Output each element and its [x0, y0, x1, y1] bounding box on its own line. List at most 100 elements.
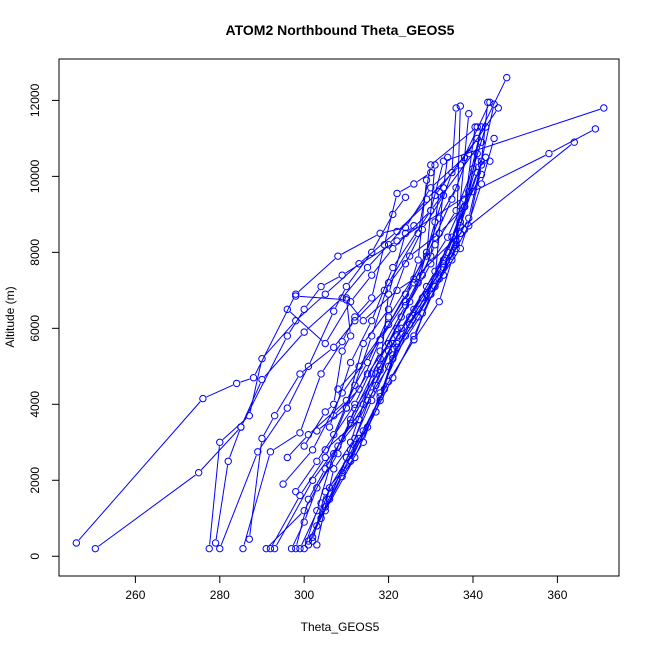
- data-point: [355, 260, 363, 268]
- data-point: [393, 189, 401, 198]
- data-point: [346, 298, 355, 306]
- data-point: [313, 457, 321, 465]
- series-segment: [415, 282, 439, 333]
- data-point: [338, 347, 346, 355]
- y-tick-label: 8000: [28, 239, 42, 266]
- series-segment: [464, 130, 476, 203]
- series-segment: [340, 368, 357, 387]
- data-point: [448, 168, 456, 177]
- data-point: [384, 279, 393, 287]
- series-segment: [271, 498, 299, 546]
- series-segment: [460, 157, 477, 219]
- data-point: [296, 370, 304, 378]
- x-tick-label: 340: [463, 588, 483, 602]
- series-segment: [406, 259, 430, 303]
- data-point: [570, 138, 578, 146]
- data-point: [292, 487, 300, 496]
- data-point: [401, 290, 410, 298]
- series-segment: [289, 437, 307, 455]
- data-point: [384, 320, 393, 329]
- data-point: [321, 446, 329, 454]
- data-point: [304, 537, 313, 545]
- series-segment: [424, 198, 442, 227]
- data-point: [300, 544, 308, 553]
- series-segment: [347, 365, 366, 398]
- series-segment: [360, 327, 387, 364]
- data-point: [486, 98, 494, 107]
- data-point: [418, 309, 427, 317]
- data-point: [258, 355, 266, 363]
- plot-frame: [58, 58, 620, 577]
- series-segment: [365, 312, 387, 341]
- y-tick-label: 10000: [28, 159, 42, 193]
- series-segment: [394, 316, 421, 356]
- series-segment: [309, 314, 333, 363]
- series-segment: [408, 228, 412, 232]
- y-tick-label: 4000: [28, 391, 42, 418]
- data-point: [427, 252, 435, 260]
- data-point: [389, 339, 397, 348]
- x-tick-label: 260: [125, 588, 145, 602]
- series-segment: [372, 354, 388, 390]
- series-segment: [381, 304, 404, 337]
- data-point: [211, 539, 220, 547]
- data-point: [401, 301, 410, 310]
- data-point: [317, 514, 325, 522]
- data-point: [363, 263, 372, 272]
- data-point: [410, 180, 418, 188]
- data-point: [490, 134, 498, 143]
- x-axis: 260 280 300 320 340 360: [125, 575, 568, 602]
- series-segment: [418, 184, 427, 257]
- series-segment: [324, 276, 339, 286]
- series-segment: [344, 270, 366, 296]
- data-point: [216, 438, 224, 446]
- data-point: [346, 438, 355, 446]
- data-point: [465, 214, 473, 222]
- data-point: [279, 480, 287, 488]
- data-point: [503, 73, 511, 82]
- series-segment: [319, 410, 344, 429]
- series-segment: [433, 129, 475, 163]
- data-point: [384, 347, 393, 355]
- data-point: [439, 191, 448, 200]
- series-segment: [440, 191, 455, 215]
- series-segment: [426, 168, 436, 253]
- series-segment: [400, 185, 411, 192]
- data-series: [313, 191, 448, 435]
- data-point: [414, 313, 422, 321]
- data-point: [205, 544, 213, 553]
- data-point: [384, 313, 393, 321]
- series-segment: [220, 455, 257, 546]
- series-segment: [306, 289, 320, 307]
- data-point: [351, 434, 359, 443]
- series-segment: [451, 111, 457, 169]
- data-point: [317, 370, 325, 378]
- data-point: [300, 518, 308, 526]
- series-segment: [240, 378, 250, 383]
- data-point: [292, 292, 300, 300]
- series-segment: [336, 391, 357, 414]
- y-tick-label: 2000: [28, 467, 42, 494]
- data-point: [422, 176, 431, 184]
- y-tick-label: 6000: [28, 315, 42, 342]
- data-point: [427, 184, 435, 192]
- series-segment: [285, 452, 311, 482]
- data-point: [308, 476, 317, 484]
- series-segment: [372, 358, 392, 398]
- data-point: [368, 317, 376, 325]
- series-segment: [318, 407, 354, 459]
- series-segment: [351, 377, 375, 420]
- data-point: [414, 256, 422, 264]
- data-point: [422, 252, 431, 260]
- data-point: [270, 544, 279, 553]
- series-segment: [398, 319, 417, 345]
- data-point: [321, 339, 329, 348]
- series-segment: [383, 228, 402, 233]
- series-segment: [317, 457, 334, 507]
- plot-series: [72, 73, 608, 553]
- data-point: [427, 260, 435, 268]
- data-series: [300, 153, 490, 553]
- data-point: [490, 100, 498, 108]
- series-segment: [305, 491, 316, 519]
- series-segment: [301, 460, 324, 493]
